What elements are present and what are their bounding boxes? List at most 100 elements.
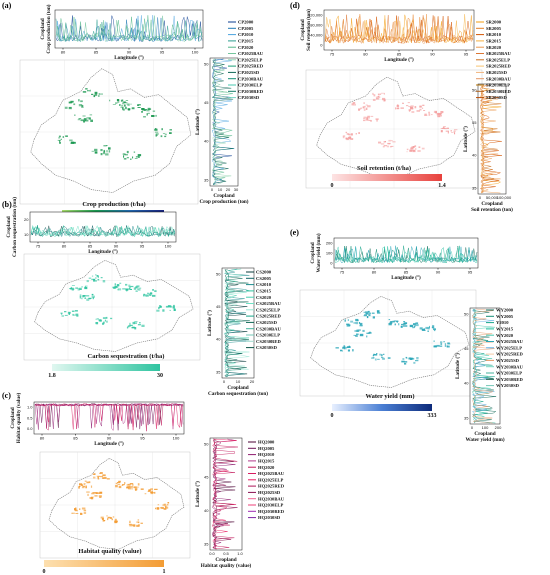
cropland-patch <box>155 114 157 117</box>
cropland-patch <box>419 105 422 108</box>
side-x-tick-label: 0.0 <box>209 551 215 556</box>
cropland-patch <box>436 114 440 116</box>
cropland-patch <box>433 340 435 342</box>
x-tick-label: 100 <box>165 244 172 249</box>
cropland-patch <box>88 277 92 279</box>
cropland-patch <box>398 323 400 326</box>
legend-entry: HQ2025BAU <box>258 471 285 476</box>
x-tick-label: 80 <box>363 52 368 57</box>
x-tick-label: 80 <box>372 270 377 275</box>
legend-entry: CP2025ELP <box>238 57 262 62</box>
cropland-patch <box>413 323 416 326</box>
cropland-patch <box>82 295 84 298</box>
cropland-patch <box>80 100 83 103</box>
cropland-patch <box>115 286 117 289</box>
cropland-patch <box>75 287 79 289</box>
cropland-patch <box>391 140 393 142</box>
cropland-patch <box>352 102 356 104</box>
cropland-patch <box>122 484 124 486</box>
cropland-patch <box>372 98 376 101</box>
cropland-patch <box>103 145 107 147</box>
side-y-tick-label: 45 <box>204 100 209 105</box>
cropland-patch <box>409 149 413 152</box>
cropland-patch <box>129 324 133 326</box>
cropland-patch <box>348 133 351 136</box>
cropland-patch <box>90 497 94 500</box>
cropland-patch <box>358 132 360 134</box>
cropland-patch <box>402 324 406 327</box>
cropland-patch <box>405 356 407 359</box>
y-tick-label: 0.5 <box>27 415 33 420</box>
cropland-patch <box>367 115 370 117</box>
cropland-patch <box>355 321 358 325</box>
side-x-tick-label: 20 <box>226 187 231 192</box>
x-tick-label: 85 <box>397 52 402 57</box>
legend-entry: SR2025ELP <box>486 57 510 62</box>
legend-entry: SR2025RED <box>486 64 511 69</box>
cropland-patch <box>123 104 126 107</box>
cropland-patch <box>157 504 160 506</box>
cropland-patch <box>367 117 369 120</box>
cropland-patch <box>147 112 150 114</box>
side-x-tick-label: 10 <box>218 187 223 192</box>
cropland-patch <box>367 105 371 108</box>
cropland-patch <box>151 492 155 494</box>
cropland-patch <box>355 335 358 337</box>
cropland-patch <box>83 509 87 512</box>
cropland-patch <box>118 485 122 489</box>
cropland-patch <box>75 513 79 514</box>
cropland-patch <box>97 492 101 494</box>
cropland-patch <box>400 325 403 328</box>
side-x-tick-label: 0 <box>223 379 226 384</box>
cropland-patch <box>86 295 90 297</box>
cropland-patch <box>164 135 167 138</box>
cropland-patch <box>79 483 83 486</box>
cropland-patch <box>88 117 91 120</box>
cropland-patch <box>370 115 374 117</box>
legend-entry: CS2010 <box>256 282 272 287</box>
cropland-patch <box>446 345 450 348</box>
cropland-patch <box>348 136 352 139</box>
cropland-patch <box>106 145 108 146</box>
cropland-patch <box>129 288 132 290</box>
x-tick-label: 95 <box>464 52 469 57</box>
colorbar-max-label: 30 <box>157 373 163 379</box>
side-y-axis-label: Latitude (°) <box>462 126 469 152</box>
cropland-patch <box>144 109 148 111</box>
cropland-patch <box>137 107 141 108</box>
province-outline <box>34 260 194 352</box>
cropland-patch <box>377 358 380 360</box>
cropland-patch <box>81 105 84 107</box>
cropland-patch <box>390 321 393 324</box>
cropland-patch <box>401 360 405 363</box>
cropland-patch <box>413 361 416 364</box>
cropland-patch <box>454 132 456 135</box>
cropland-patch <box>428 325 430 329</box>
cropland-patch <box>150 292 153 295</box>
cropland-patch <box>151 490 153 493</box>
x-tick-label: 80 <box>62 244 67 249</box>
cropland-patch <box>85 88 87 90</box>
cropland-patch <box>93 279 95 282</box>
cropland-patch <box>393 321 395 323</box>
cropland-patch <box>104 476 107 479</box>
cropland-patch <box>81 286 83 288</box>
legend-entry: WY2020 <box>496 333 514 338</box>
cropland-patch <box>138 287 142 289</box>
cropland-patch <box>431 326 434 328</box>
cropland-patch <box>380 93 382 95</box>
cropland-patch <box>102 152 106 155</box>
cropland-patch <box>169 309 171 311</box>
cropland-patch <box>353 334 357 336</box>
cropland-patch <box>353 103 356 106</box>
x-axis-label: Longitude (°) <box>114 54 144 61</box>
cropland-patch <box>412 149 416 153</box>
cropland-patch <box>91 492 95 495</box>
cropland-patch <box>169 129 172 131</box>
colorbar-max-label: 333 <box>428 413 437 419</box>
cropland-patch <box>345 137 348 140</box>
legend-b: CS2000CS2005CS2010CS2015CS2020CS2025BAUC… <box>246 270 281 350</box>
cropland-patch <box>161 506 164 509</box>
cropland-patch <box>73 141 76 144</box>
cropland-patch <box>58 135 61 138</box>
